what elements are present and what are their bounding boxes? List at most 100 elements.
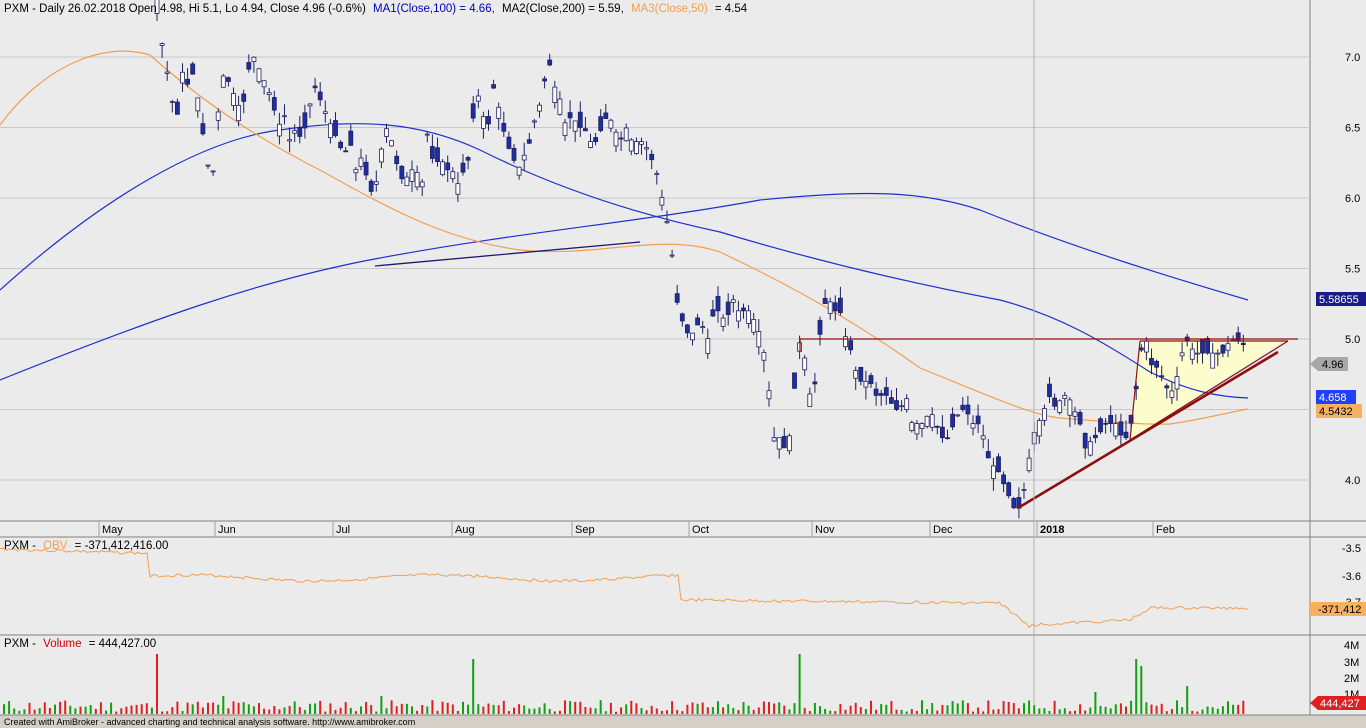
obv-line[interactable] <box>0 547 1249 629</box>
ma2-badge-text: 5.58655 <box>1319 294 1359 306</box>
candle <box>766 381 772 407</box>
volume-bar <box>640 707 643 714</box>
candle <box>970 415 976 436</box>
volume-bar <box>1063 708 1066 714</box>
candle <box>679 312 685 327</box>
candle <box>215 108 221 131</box>
volume-header-prefix: PXM - <box>4 638 36 650</box>
candle-body <box>1123 431 1129 439</box>
obv-header-name: OBV <box>43 540 68 552</box>
candle <box>486 109 491 131</box>
volume-bar <box>992 709 995 714</box>
volume-bar <box>196 701 199 714</box>
candle <box>251 56 257 73</box>
volume-bar <box>864 709 867 714</box>
candle-body <box>1047 383 1052 397</box>
price-pane[interactable] <box>0 0 1310 521</box>
volume-bar <box>569 701 572 714</box>
triangle-lower-edge[interactable] <box>1129 340 1289 441</box>
candle-body <box>521 154 527 161</box>
volume-bar <box>844 709 847 714</box>
volume-bar <box>247 704 250 714</box>
volume-bar <box>839 703 842 714</box>
volume-bar <box>38 708 41 714</box>
candle <box>1093 427 1098 444</box>
candle-body <box>567 112 573 119</box>
volume-bar <box>936 710 939 714</box>
y-tick-label-5.0: 5.0 <box>1345 334 1360 346</box>
triangle-left-edge[interactable] <box>1129 340 1141 441</box>
candle <box>975 404 981 433</box>
volume-bar <box>258 703 260 714</box>
candle <box>1164 383 1170 399</box>
candle-body <box>261 80 267 88</box>
candle <box>802 354 808 376</box>
volume-bar <box>99 702 102 714</box>
volume-bar <box>533 708 536 714</box>
volume-bar <box>3 704 5 714</box>
candle <box>894 388 899 411</box>
volume-bar <box>48 707 51 714</box>
volume-bar <box>1237 704 1240 714</box>
candle-body <box>302 112 308 129</box>
obv-pane[interactable] <box>0 537 1310 635</box>
ma1-badge: 4.658 <box>1316 390 1356 404</box>
candle-body <box>1087 441 1093 456</box>
candle <box>827 297 833 320</box>
volume-bar <box>298 707 301 714</box>
rising-trendline-2017[interactable] <box>374 241 641 267</box>
candle <box>1159 365 1165 382</box>
volume-bar <box>380 696 383 714</box>
volume-bar <box>737 709 740 714</box>
candle <box>424 131 430 143</box>
volume-bar <box>1002 701 1005 714</box>
candle-body <box>725 301 731 315</box>
candle-body <box>1144 340 1149 353</box>
volume-bar <box>594 708 597 714</box>
support-trendline[interactable] <box>1017 350 1279 510</box>
candle <box>557 91 563 116</box>
candle-body <box>929 414 935 428</box>
candle-body <box>399 165 405 180</box>
footer-bar <box>0 715 1366 728</box>
volume-bar <box>436 710 439 714</box>
obv-badge-text: -371,412 <box>1318 604 1361 616</box>
candle <box>241 89 247 114</box>
candle-body <box>414 171 420 188</box>
candle-body <box>445 162 451 171</box>
volume-tick-2M: 2M <box>1344 673 1359 685</box>
candle <box>868 372 874 389</box>
candle-body <box>1174 376 1180 390</box>
header-ma3-value: = 4.54 <box>715 3 748 15</box>
volume-bar <box>558 710 561 714</box>
candle-body <box>501 122 507 132</box>
volume-pane[interactable] <box>0 635 1310 715</box>
candle <box>465 155 471 170</box>
candle-body <box>322 111 328 114</box>
volume-bar <box>94 708 97 714</box>
candle <box>664 210 670 225</box>
candle-body <box>282 115 287 118</box>
candle-body <box>552 86 558 103</box>
date-label-Oct: Oct <box>692 524 709 536</box>
volume-bar <box>890 701 893 714</box>
candle <box>333 112 338 138</box>
volume-bar <box>482 706 485 714</box>
volume-bar <box>599 700 602 714</box>
candle <box>532 118 537 129</box>
volume-bar <box>1125 706 1127 714</box>
candle <box>292 124 298 143</box>
candle-body <box>1133 385 1139 390</box>
candle-body <box>843 336 848 348</box>
candle <box>205 164 211 169</box>
candle <box>1047 377 1052 404</box>
candle-body <box>1098 418 1103 433</box>
volume-bar <box>411 706 413 714</box>
candle <box>725 293 731 326</box>
date-axis-strip <box>0 521 1366 537</box>
volume-bar <box>395 706 398 714</box>
date-label-2018: 2018 <box>1040 524 1064 536</box>
volume-bar <box>115 711 118 714</box>
volume-bar <box>1104 706 1107 714</box>
candle-body <box>1128 414 1134 424</box>
